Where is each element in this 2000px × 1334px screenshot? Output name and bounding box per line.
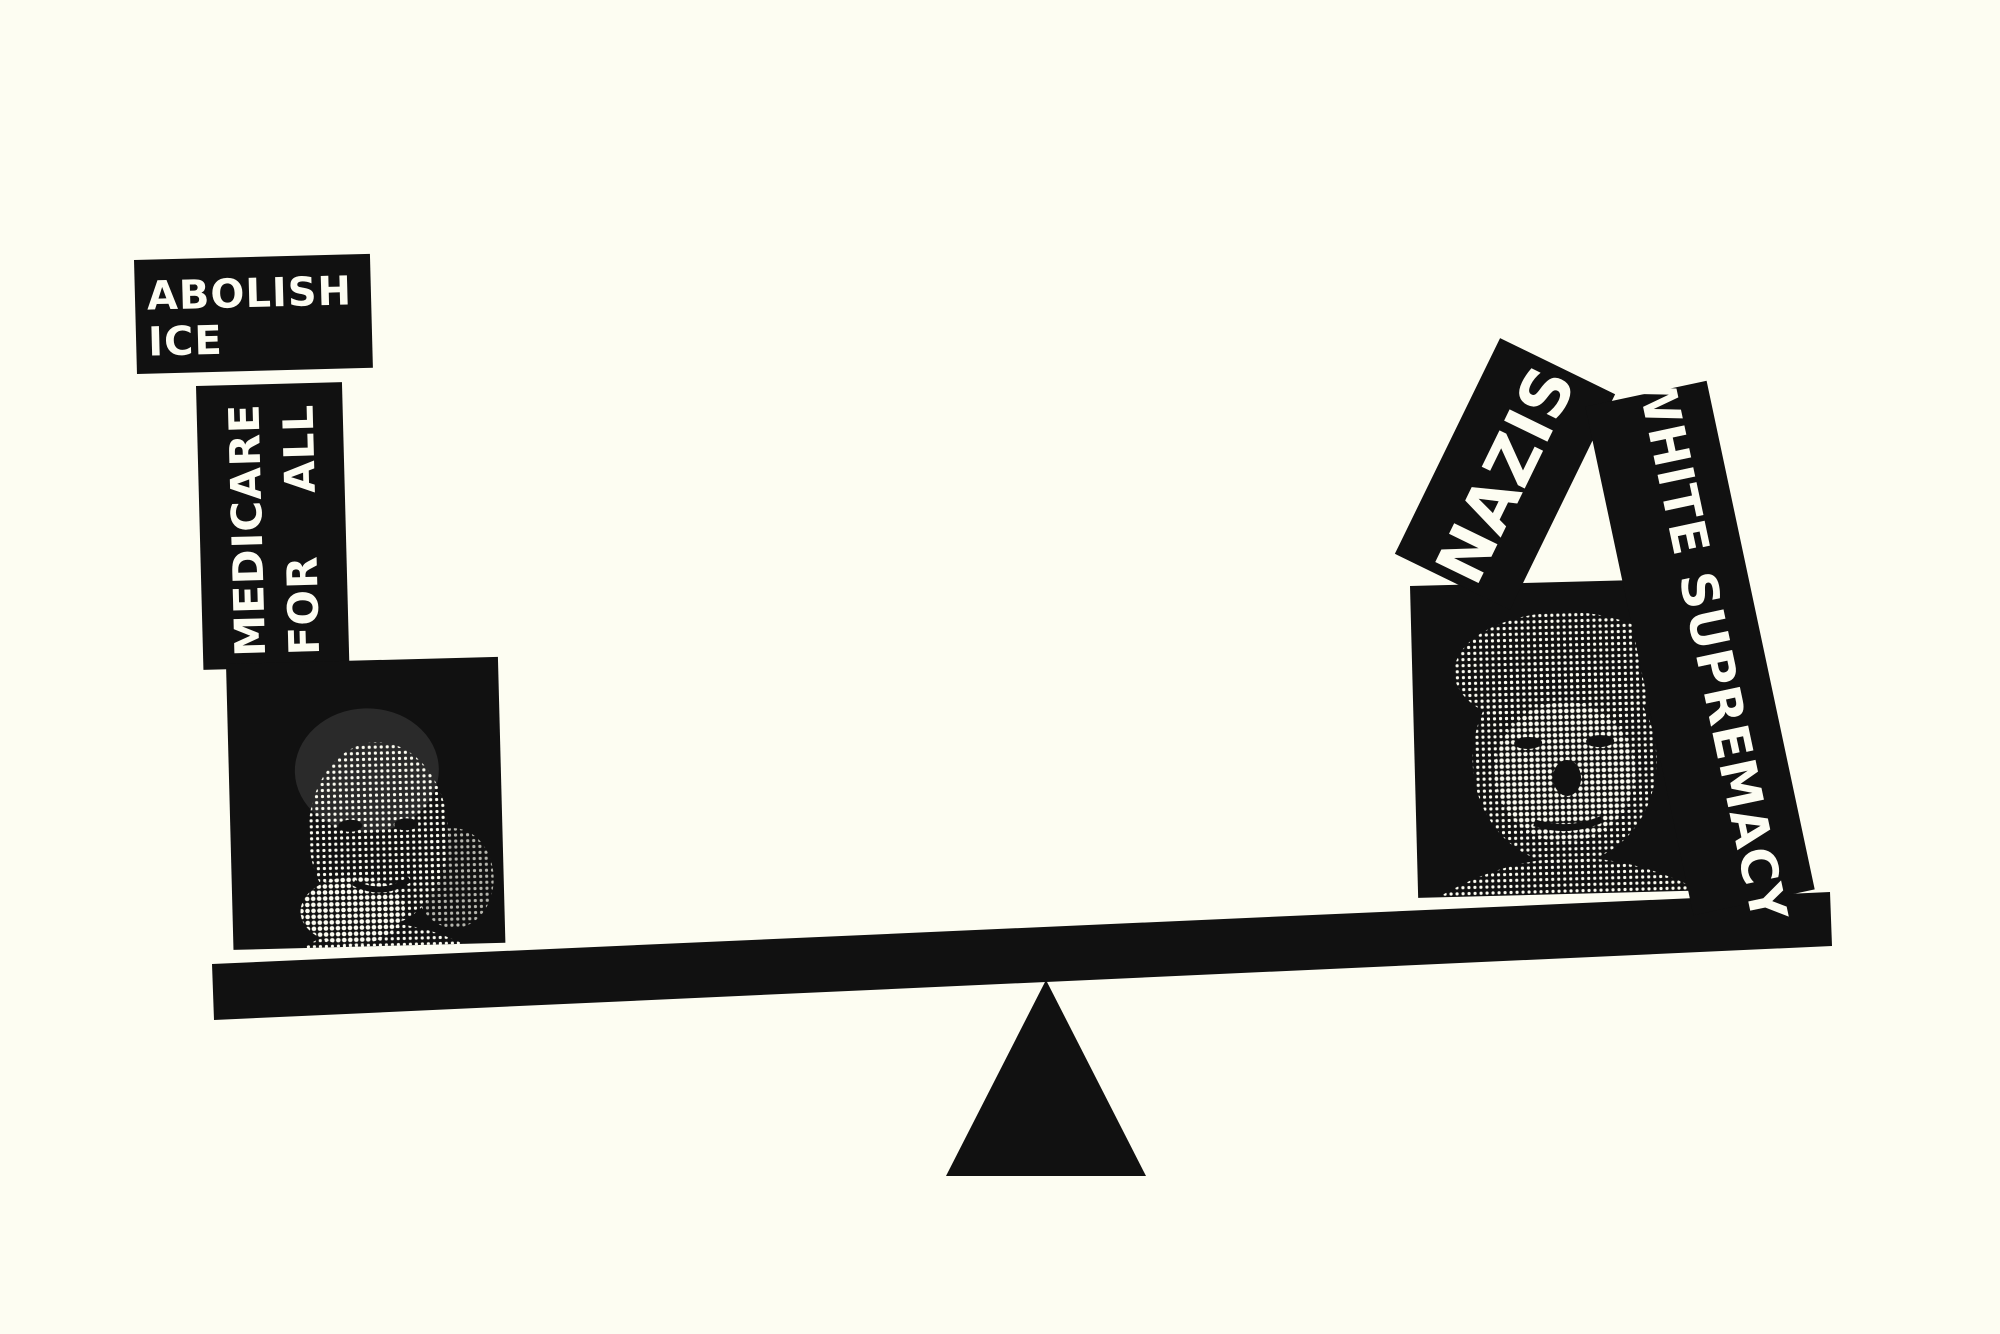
portrait-right bbox=[1410, 578, 1701, 898]
label-abolish-ice-line-2: ICE bbox=[148, 318, 224, 366]
label-medicare-line-2: FOR ALL bbox=[274, 403, 330, 655]
label-abolish-ice: ABOLISH ICE bbox=[134, 253, 373, 374]
label-abolish-ice-line-1: ABOLISH bbox=[146, 268, 352, 319]
label-medicare-for-all: MEDICARE FOR ALL bbox=[196, 382, 350, 670]
woman-portrait-icon bbox=[294, 708, 494, 949]
man-portrait-icon bbox=[1438, 611, 1701, 898]
label-medicare-line-1: MEDICARE bbox=[219, 403, 275, 658]
seesaw-plank bbox=[212, 892, 1832, 1020]
fulcrum-triangle bbox=[946, 980, 1146, 1176]
portrait-left bbox=[226, 656, 506, 950]
label-nazis: NAZIS bbox=[1394, 338, 1616, 610]
